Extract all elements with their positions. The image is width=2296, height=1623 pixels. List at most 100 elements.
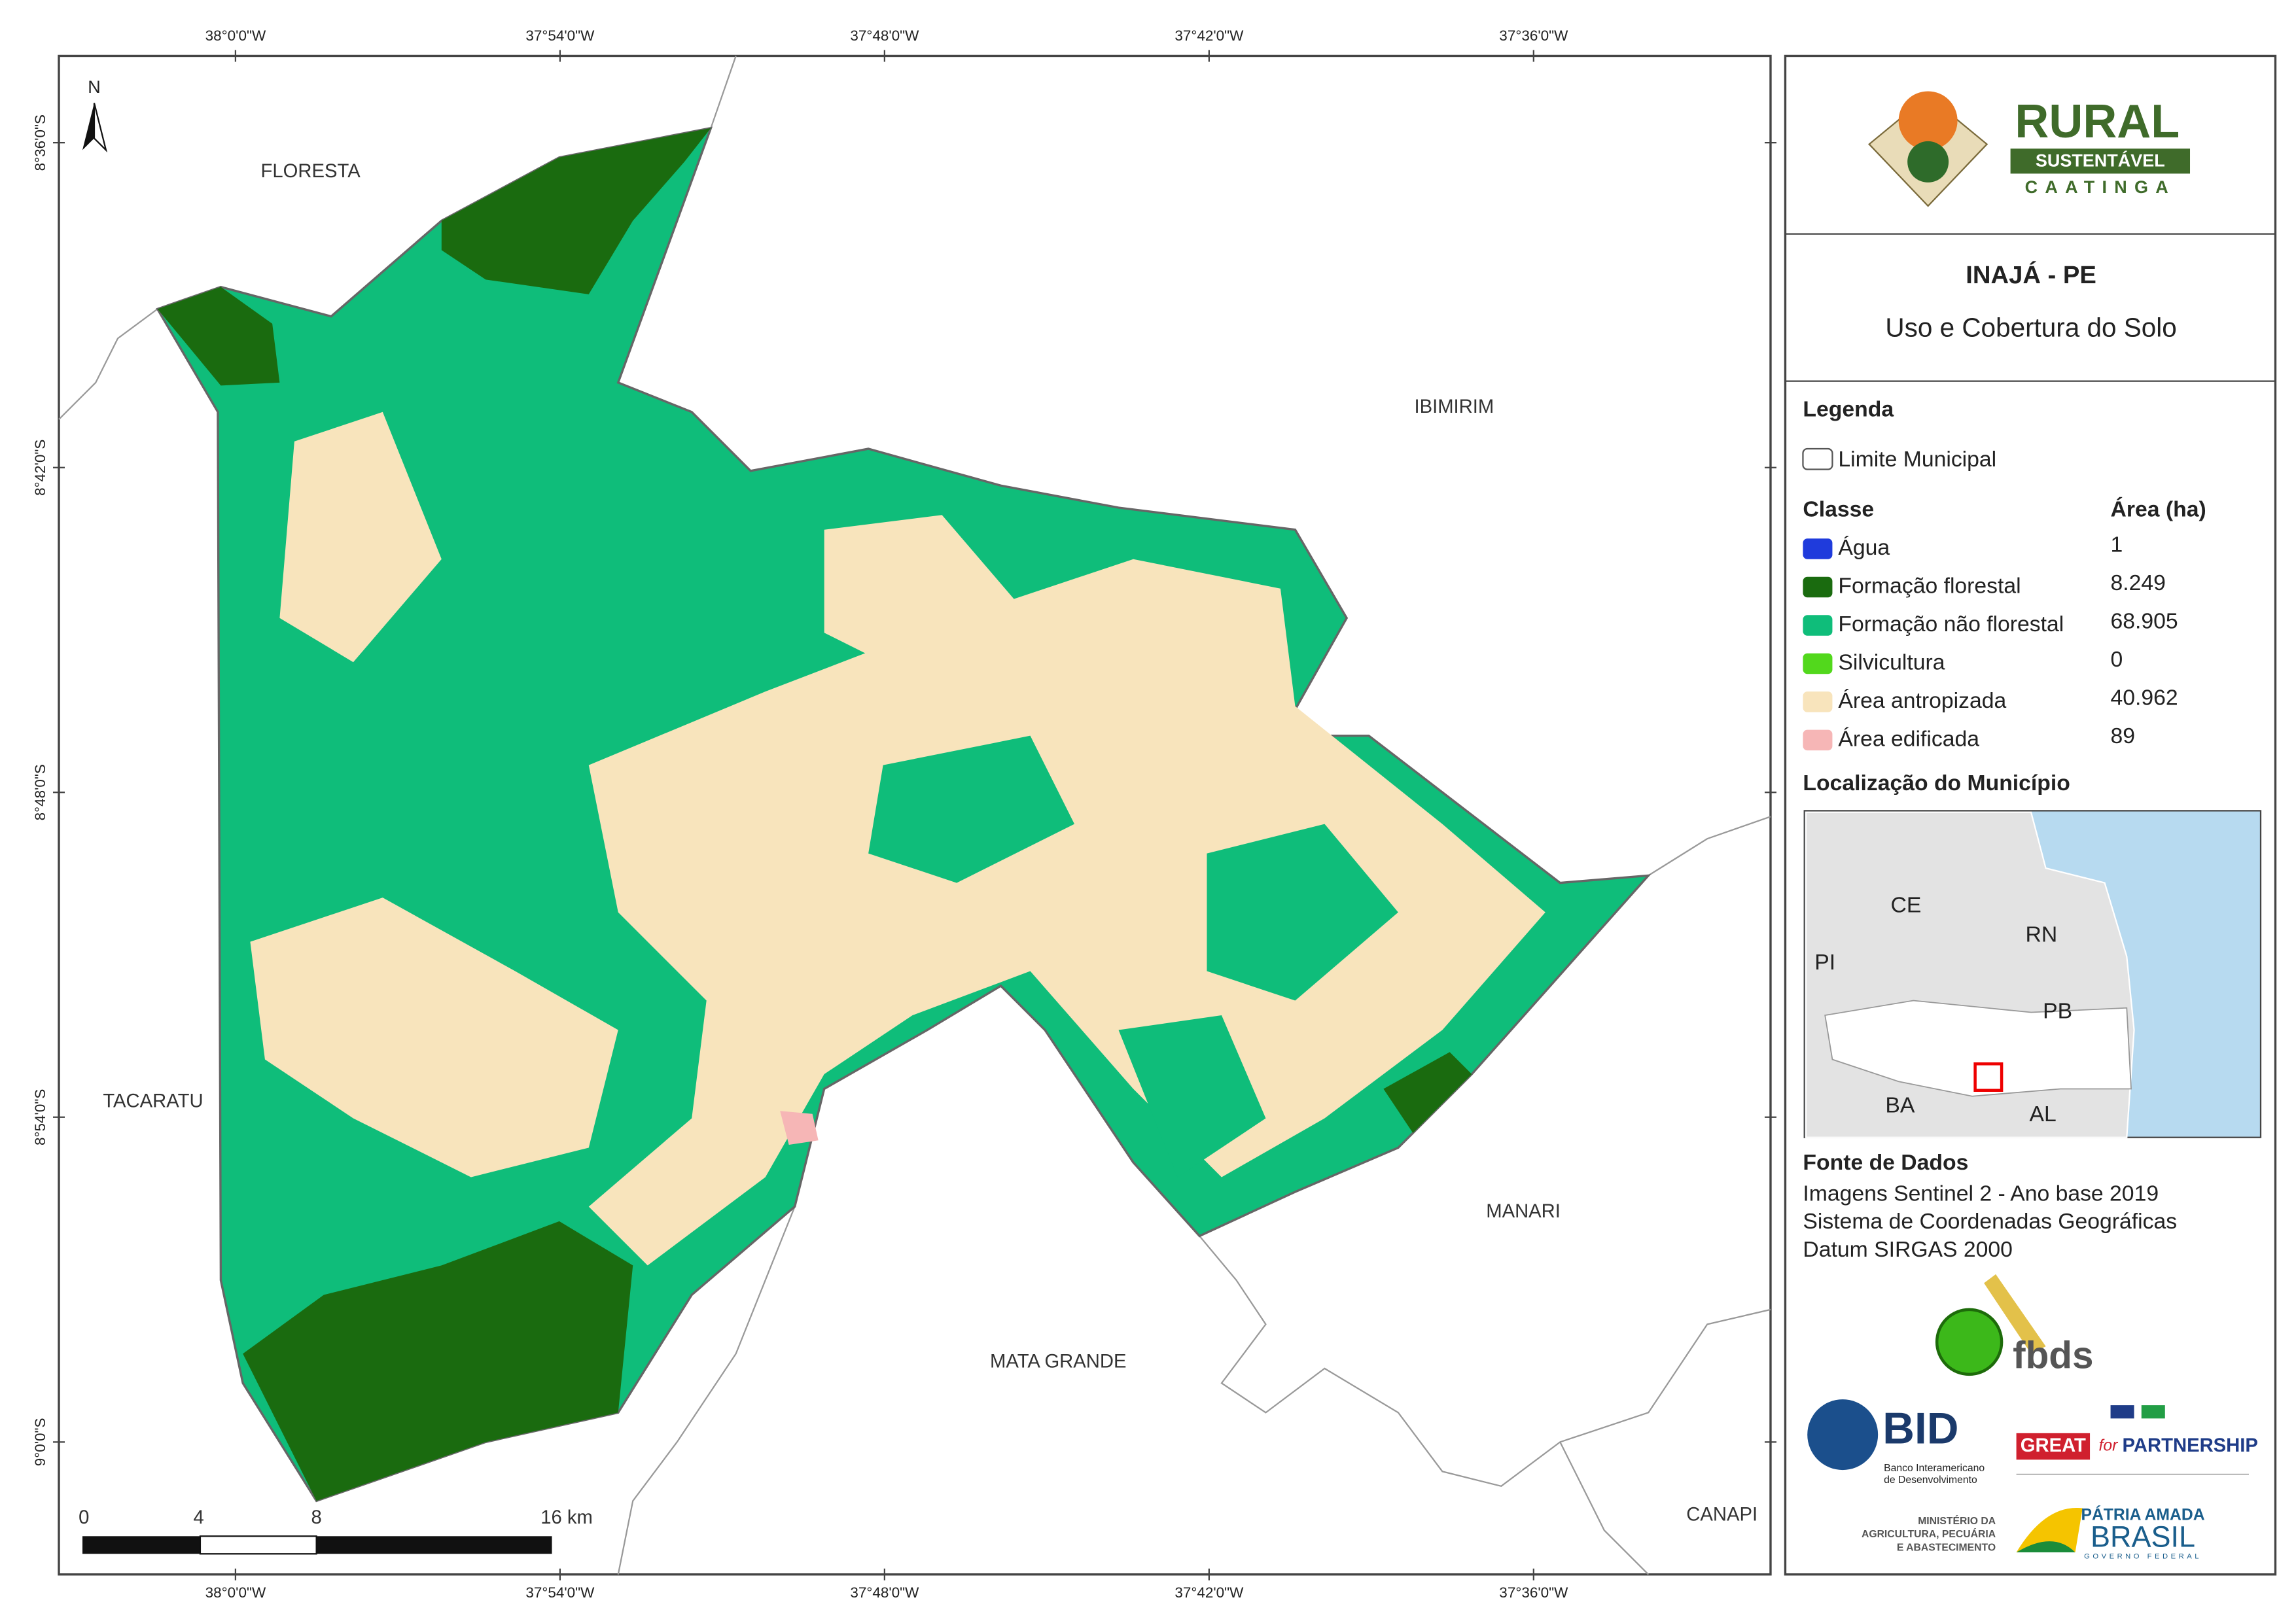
class-name: Área edificada	[1838, 726, 1979, 751]
legend-header: Área (ha)	[2111, 497, 2206, 521]
inset-pernambuco	[1824, 1000, 2132, 1097]
forest-area	[157, 287, 280, 386]
fbds-text: fbds	[2013, 1335, 2093, 1377]
lon-label: 37°36'0"W	[1499, 27, 1568, 44]
place-label: MATA GRANDE	[990, 1352, 1126, 1372]
class-area: 1	[2111, 532, 2123, 557]
lat-label: 8°42'0"S	[32, 440, 48, 496]
lon-label: 38°0'0"W	[205, 1584, 266, 1601]
scale-label: 16 km	[540, 1507, 593, 1528]
anthropized-area	[824, 515, 1031, 677]
built-area	[780, 1111, 819, 1145]
boundary-line	[1559, 1441, 1650, 1575]
great-badge	[2016, 1433, 2091, 1460]
class-area: 0	[2111, 647, 2123, 672]
scale-label: 0	[79, 1507, 89, 1528]
class-name: Formação florestal	[1838, 573, 2021, 598]
north-label: N	[88, 77, 101, 97]
bid-logo	[1807, 1399, 1879, 1471]
forest-area	[1383, 1052, 1472, 1133]
logo-sun	[1898, 91, 1958, 150]
logo-text: CAATINGA	[2025, 177, 2176, 197]
fbds-logo	[1984, 1274, 2046, 1354]
anthropized-area	[588, 559, 1545, 1266]
logo-tree	[1907, 141, 1949, 183]
sources-title: Fonte de Dados	[1803, 1150, 1968, 1175]
anthropized-area	[279, 411, 442, 663]
class-name: Área antropizada	[1838, 688, 2006, 713]
boundary-line	[710, 56, 737, 129]
class-swatch	[1803, 691, 1833, 712]
source-line: Datum SIRGAS 2000	[1803, 1237, 2012, 1262]
graticule-labels: 38°0'0"W 38°0'0"W 37°54'0"W 37°54'0"W 37°48'…	[32, 27, 1776, 1601]
fbds-logo	[1935, 1308, 2004, 1376]
bid-text: BID	[1882, 1404, 1958, 1453]
nonforest-patch	[1207, 824, 1398, 1001]
state-label: RN	[2025, 922, 2057, 947]
lon-label: 37°54'0"W	[525, 27, 595, 44]
great-text: PARTNERSHIP	[2123, 1435, 2258, 1456]
brasil-logo	[2016, 1507, 2083, 1553]
map-title: INAJÁ - PE	[1966, 260, 2096, 289]
source-line: Sistema de Coordenadas Geográficas	[1803, 1209, 2177, 1234]
map-subtitle: Uso e Cobertura do Solo	[1885, 313, 2176, 343]
legend-classes: Água 1 Formação florestal 8.249 Formação não…	[1803, 532, 2178, 751]
boundary-swatch	[1802, 447, 1833, 470]
forest-area	[243, 1221, 633, 1501]
class-swatch	[1803, 576, 1833, 598]
boundary-line	[617, 1206, 796, 1575]
boundary-line	[58, 308, 158, 420]
class-swatch	[1803, 653, 1833, 674]
lat-label: 8°36'0"S	[32, 114, 48, 171]
lon-label: 37°42'0"W	[1174, 1584, 1244, 1601]
anthropized-area	[250, 898, 618, 1178]
inset-title: Localização do Município	[1803, 771, 2070, 795]
brasil-text: GOVERNO FEDERAL	[2084, 1553, 2202, 1561]
class-area: 68.905	[2111, 608, 2178, 633]
great-text: GREAT	[2021, 1435, 2086, 1456]
state-label: PI	[1814, 950, 1835, 975]
place-label: IBIMIRIM	[1414, 396, 1494, 417]
neighbour-boundaries	[58, 56, 1771, 1575]
forest-area	[441, 128, 711, 294]
lat-label: 8°48'0"S	[32, 764, 48, 820]
legend-title: Legenda	[1803, 396, 1894, 421]
ministry-text: AGRICULTURA, PECUÁRIA	[1862, 1527, 1996, 1540]
place-label: CANAPI	[1686, 1505, 1757, 1526]
scale-segment	[316, 1536, 552, 1554]
br-flag	[2141, 1405, 2165, 1419]
brasil-text: PÁTRIA AMADA	[2081, 1505, 2204, 1524]
logo-band	[2010, 148, 2191, 174]
state-label: BA	[1885, 1092, 1915, 1117]
forest-areas	[157, 128, 1472, 1501]
lon-label: 37°48'0"W	[850, 1584, 919, 1601]
lon-label: 37°48'0"W	[850, 27, 919, 44]
lat-label: 9°0'0"S	[32, 1418, 48, 1466]
inset-locator	[1973, 1062, 2004, 1092]
class-name: Formação não florestal	[1838, 612, 2064, 637]
nonforest-patches	[868, 735, 1398, 1178]
place-label: FLORESTA	[261, 161, 361, 182]
nonforest-patch	[1118, 1015, 1266, 1178]
ministry-text: MINISTÉRIO DA	[1918, 1514, 1996, 1527]
place-label: MANARI	[1486, 1201, 1561, 1222]
place-label: TACARATU	[103, 1091, 203, 1111]
boundary-line	[1648, 816, 1771, 877]
state-label: AL	[2029, 1102, 2056, 1126]
scale-label: 8	[311, 1507, 322, 1528]
lon-label: 38°0'0"W	[205, 27, 266, 44]
class-area: 8.249	[2111, 570, 2166, 595]
logo-text: SUSTENTÁVEL	[2036, 150, 2165, 171]
class-swatch	[1803, 729, 1833, 751]
state-label: CE	[1890, 892, 1921, 917]
brasil-text: BRASIL	[2091, 1520, 2195, 1554]
state-label: PB	[2043, 998, 2072, 1023]
bid-name: de Desenvolvimento	[1884, 1475, 1977, 1486]
class-name: Silvicultura	[1838, 650, 1945, 674]
class-name: Água	[1838, 535, 1890, 560]
class-area: 89	[2111, 724, 2136, 748]
nonforest-patch	[868, 735, 1075, 883]
class-area: 40.962	[2111, 685, 2178, 710]
